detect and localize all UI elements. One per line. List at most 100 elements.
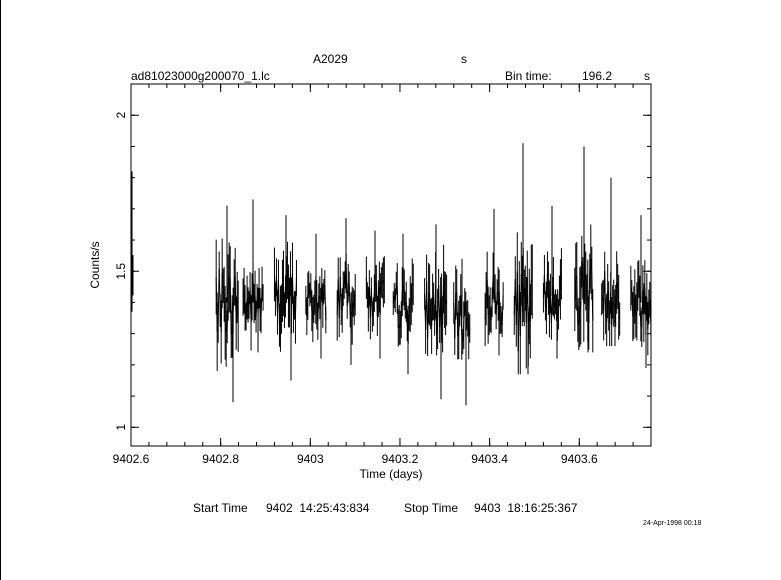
data-step — [632, 312, 635, 317]
data-step — [408, 303, 411, 315]
data-step — [585, 280, 588, 299]
data-step — [317, 295, 320, 322]
data-step — [580, 261, 583, 306]
data-step — [550, 295, 553, 323]
data-step — [218, 268, 221, 311]
data-step — [445, 299, 448, 304]
data-step — [440, 297, 443, 309]
lightcurve-segment — [336, 218, 356, 365]
data-step — [306, 296, 309, 317]
data-step — [260, 284, 263, 316]
data-step — [376, 298, 379, 316]
data-step — [639, 295, 642, 327]
data-step — [431, 297, 434, 326]
data-step — [278, 318, 281, 326]
lightcurve-segment — [630, 215, 652, 368]
data-step — [243, 290, 246, 308]
filename-label: ad81023000g200070_1.lc — [131, 69, 270, 83]
data-step — [322, 291, 325, 306]
window-left-border — [0, 0, 1, 580]
data-step — [590, 259, 593, 274]
data-step — [530, 279, 533, 282]
lightcurve-segment — [453, 258, 471, 406]
data-step — [400, 291, 403, 320]
data-step — [432, 296, 435, 302]
data-step — [291, 273, 294, 315]
lightcurve-segment — [601, 177, 621, 347]
data-step — [223, 294, 226, 323]
x-tick-label: 9403.6 — [561, 452, 598, 466]
data-step — [228, 277, 231, 280]
plot-title: A2029 — [313, 52, 348, 66]
data-step — [346, 283, 349, 306]
data-step — [460, 294, 463, 335]
data-step — [279, 309, 282, 319]
data-step — [649, 299, 652, 323]
data-step — [429, 294, 432, 315]
lightcurve-series — [130, 143, 652, 406]
data-step — [574, 275, 577, 300]
data-step — [579, 305, 582, 308]
data-step — [462, 325, 465, 342]
data-step — [617, 286, 620, 308]
data-step — [584, 273, 587, 282]
data-step — [465, 313, 468, 316]
data-step — [341, 288, 344, 311]
data-step — [225, 326, 228, 333]
data-step — [226, 287, 229, 327]
data-step — [588, 270, 591, 324]
data-step — [529, 279, 532, 322]
data-step — [490, 302, 493, 320]
data-step — [546, 274, 549, 289]
data-step — [468, 328, 471, 336]
lightcurve-segment — [365, 230, 385, 359]
data-step — [403, 289, 406, 306]
date-stamp: 24-Apr-1998 00:18 — [643, 520, 702, 527]
data-step — [558, 289, 561, 292]
data-step — [246, 297, 249, 305]
data-step — [411, 283, 414, 286]
data-step — [638, 279, 641, 296]
lightcurve-segment — [215, 205, 239, 403]
data-step — [631, 292, 634, 317]
data-step — [230, 326, 233, 335]
x-tick-label: 9402.8 — [202, 452, 239, 466]
data-step — [245, 297, 248, 317]
data-step — [261, 284, 264, 298]
lightcurve-segment — [574, 146, 594, 353]
data-step — [347, 282, 350, 285]
data-step — [428, 293, 431, 296]
lightcurve-segment — [273, 215, 297, 381]
data-step — [396, 288, 399, 328]
data-step — [310, 288, 313, 311]
data-step — [313, 297, 316, 309]
data-step — [215, 276, 218, 332]
data-step — [220, 273, 223, 332]
data-step — [578, 307, 581, 325]
data-step — [486, 280, 489, 316]
start-time-value: 9402 14:25:43:834 — [266, 501, 370, 515]
data-step — [277, 280, 280, 326]
data-step — [399, 319, 402, 328]
x-tick-label: 9403.4 — [471, 452, 508, 466]
title-unit: s — [461, 52, 467, 66]
stop-time-value: 9403 18:16:25:367 — [474, 501, 578, 515]
bin-time-unit: s — [644, 69, 650, 83]
data-step — [630, 288, 633, 293]
data-step — [554, 301, 557, 308]
data-step — [236, 297, 239, 317]
y-tick-label: 1.5 — [114, 263, 128, 280]
data-step — [280, 290, 283, 310]
data-step — [604, 271, 607, 317]
data-step — [439, 297, 442, 327]
data-step — [454, 292, 457, 339]
data-step — [456, 292, 459, 337]
data-step — [283, 296, 286, 311]
lightcurve-segment — [305, 233, 327, 359]
data-step — [543, 274, 546, 306]
data-step — [467, 318, 470, 336]
x-axis-label: Time (days) — [360, 467, 423, 481]
data-step — [216, 322, 219, 332]
